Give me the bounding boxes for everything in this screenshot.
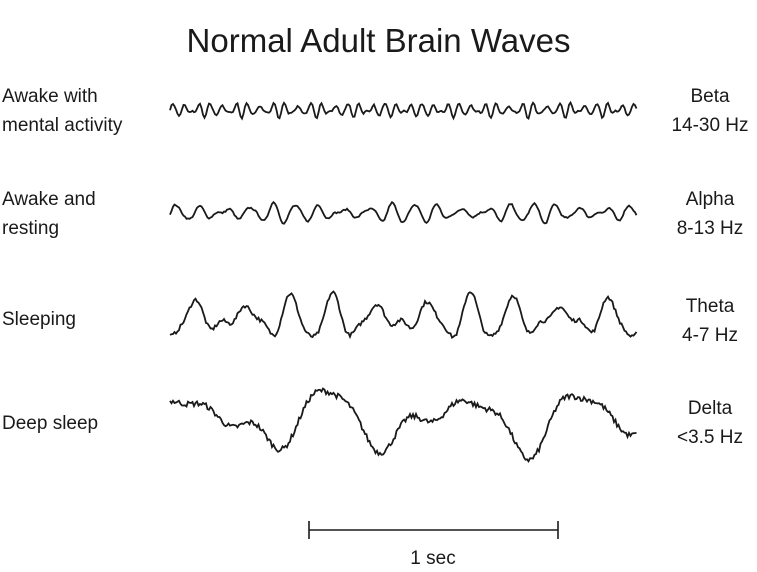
band-label-delta: Delta <3.5 Hz — [660, 394, 757, 452]
band-label-beta: Beta 14-30 Hz — [660, 82, 757, 140]
band-range: 8-13 Hz — [676, 218, 744, 239]
delta-wave — [169, 387, 637, 464]
band-range: 14-30 Hz — [671, 115, 749, 136]
state-label-alpha: Awake and resting — [2, 185, 96, 243]
diagram-title: Normal Adult Brain Waves — [186, 22, 571, 59]
band-range: <3.5 Hz — [676, 427, 743, 448]
state-line: Deep sleep — [2, 413, 99, 434]
beta-wave — [169, 100, 638, 121]
band-name: Beta — [690, 86, 730, 107]
state-label-delta: Deep sleep — [2, 409, 98, 438]
state-line: mental activity — [2, 115, 123, 136]
state-label-beta: Awake with mental activity — [2, 82, 122, 140]
band-name: Theta — [685, 296, 735, 317]
state-line: Awake with — [2, 86, 98, 107]
band-name: Delta — [687, 398, 733, 419]
band-name: Alpha — [685, 189, 735, 210]
band-range: 4-7 Hz — [682, 325, 738, 346]
theta-wave — [169, 290, 638, 340]
state-line: resting — [2, 218, 60, 239]
state-line: Awake and — [2, 189, 96, 210]
alpha-wave — [169, 200, 638, 225]
scale-bar — [308, 521, 559, 539]
state-line: Sleeping — [2, 309, 76, 330]
band-label-alpha: Alpha 8-13 Hz — [660, 185, 757, 243]
scale-bar-label: 1 sec — [410, 548, 456, 569]
band-label-theta: Theta 4-7 Hz — [660, 292, 757, 350]
state-label-theta: Sleeping — [2, 305, 76, 334]
